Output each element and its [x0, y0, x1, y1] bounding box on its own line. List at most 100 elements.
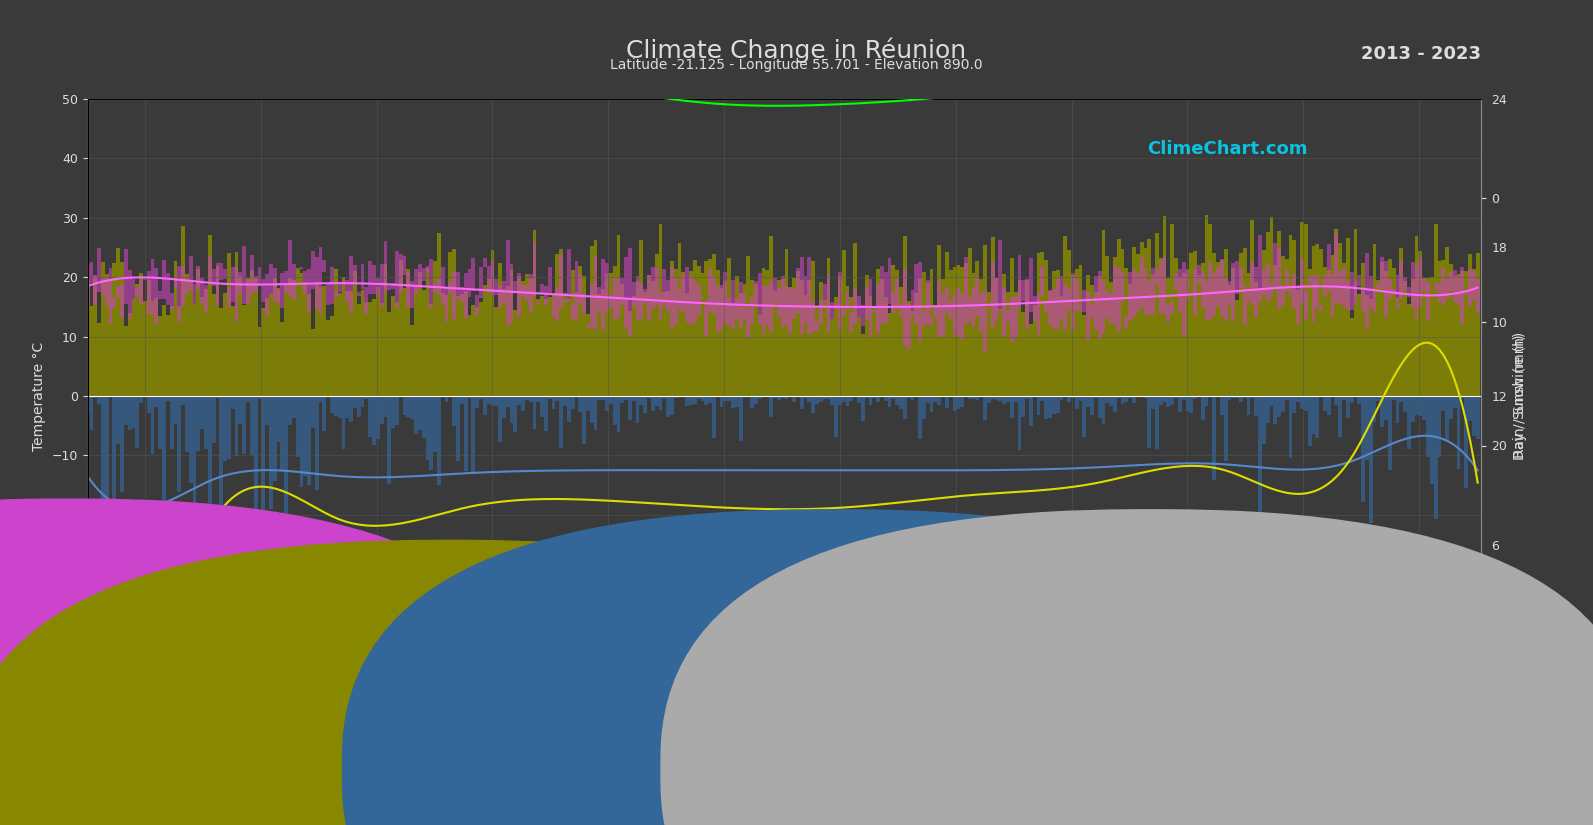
Bar: [543, 286, 548, 305]
Bar: [1278, 231, 1281, 396]
Bar: [411, 281, 414, 308]
Bar: [1403, 276, 1407, 290]
Bar: [319, 396, 322, 402]
Bar: [701, 273, 704, 396]
Bar: [1464, 396, 1469, 488]
Bar: [346, 291, 349, 396]
Bar: [1450, 271, 1453, 291]
Bar: [1220, 260, 1223, 396]
Bar: [1360, 291, 1365, 311]
Bar: [250, 271, 253, 396]
Bar: [1270, 396, 1273, 407]
Bar: [540, 296, 543, 396]
Bar: [773, 396, 777, 398]
Bar: [1136, 253, 1139, 396]
Bar: [1163, 396, 1166, 402]
Bar: [570, 303, 575, 318]
Bar: [841, 396, 846, 403]
Bar: [1368, 396, 1373, 523]
Bar: [1209, 224, 1212, 396]
Bar: [636, 276, 639, 320]
Bar: [1270, 218, 1273, 396]
Bar: [1010, 396, 1013, 418]
Bar: [303, 396, 307, 476]
Bar: [346, 396, 349, 417]
Bar: [1070, 396, 1075, 398]
Text: Day / Sunshine (h): Day / Sunshine (h): [446, 724, 589, 738]
Bar: [933, 305, 937, 396]
Bar: [487, 280, 491, 396]
Bar: [341, 396, 346, 449]
Bar: [1051, 271, 1056, 396]
Bar: [460, 294, 464, 396]
Bar: [594, 240, 597, 396]
Bar: [720, 289, 723, 396]
Bar: [663, 292, 666, 396]
Bar: [1155, 396, 1158, 450]
Bar: [215, 263, 220, 305]
Bar: [460, 287, 464, 302]
Bar: [1013, 292, 1018, 396]
Bar: [1182, 273, 1185, 396]
Bar: [903, 236, 906, 396]
Bar: [1125, 268, 1128, 396]
Bar: [322, 260, 327, 272]
Bar: [311, 252, 315, 289]
Bar: [578, 266, 581, 396]
Bar: [349, 257, 354, 313]
Bar: [100, 278, 105, 295]
Bar: [551, 396, 556, 409]
Bar: [1082, 315, 1086, 396]
Bar: [135, 284, 139, 396]
Bar: [521, 396, 524, 411]
Bar: [1101, 396, 1106, 424]
Bar: [1144, 248, 1147, 396]
Bar: [234, 396, 239, 455]
Bar: [1174, 274, 1177, 290]
Bar: [1029, 396, 1032, 426]
Bar: [1128, 396, 1133, 398]
Y-axis label: Day / Sunshine (h): Day / Sunshine (h): [1513, 332, 1526, 460]
Bar: [1411, 262, 1415, 308]
Bar: [898, 304, 903, 317]
Bar: [696, 266, 701, 396]
Bar: [972, 273, 975, 396]
Bar: [395, 396, 398, 425]
Bar: [594, 256, 597, 330]
Bar: [529, 274, 532, 312]
Bar: [1007, 310, 1010, 323]
Bar: [414, 270, 417, 294]
Bar: [1075, 279, 1078, 310]
Bar: [1002, 396, 1007, 404]
Bar: [1335, 233, 1338, 304]
Bar: [228, 396, 231, 459]
Bar: [969, 248, 972, 396]
Bar: [1067, 250, 1070, 396]
Bar: [800, 257, 803, 334]
Bar: [1327, 270, 1330, 396]
Bar: [510, 396, 513, 423]
Bar: [616, 235, 620, 396]
Bar: [811, 261, 816, 396]
Bar: [1114, 265, 1117, 326]
Bar: [330, 316, 335, 396]
Bar: [1392, 396, 1395, 400]
Bar: [1392, 268, 1395, 396]
Bar: [166, 396, 170, 401]
Bar: [632, 282, 636, 306]
Bar: [562, 293, 567, 396]
Bar: [671, 267, 674, 329]
Text: Rain per day: Rain per day: [852, 762, 932, 776]
Bar: [468, 269, 472, 297]
Bar: [709, 258, 712, 396]
Bar: [177, 306, 182, 396]
Bar: [1311, 275, 1316, 322]
Bar: [1064, 284, 1067, 329]
Bar: [945, 252, 949, 396]
Bar: [1338, 271, 1343, 304]
Bar: [417, 272, 422, 396]
Bar: [116, 248, 119, 396]
Bar: [887, 396, 892, 408]
Bar: [781, 396, 785, 398]
Bar: [1453, 396, 1456, 408]
